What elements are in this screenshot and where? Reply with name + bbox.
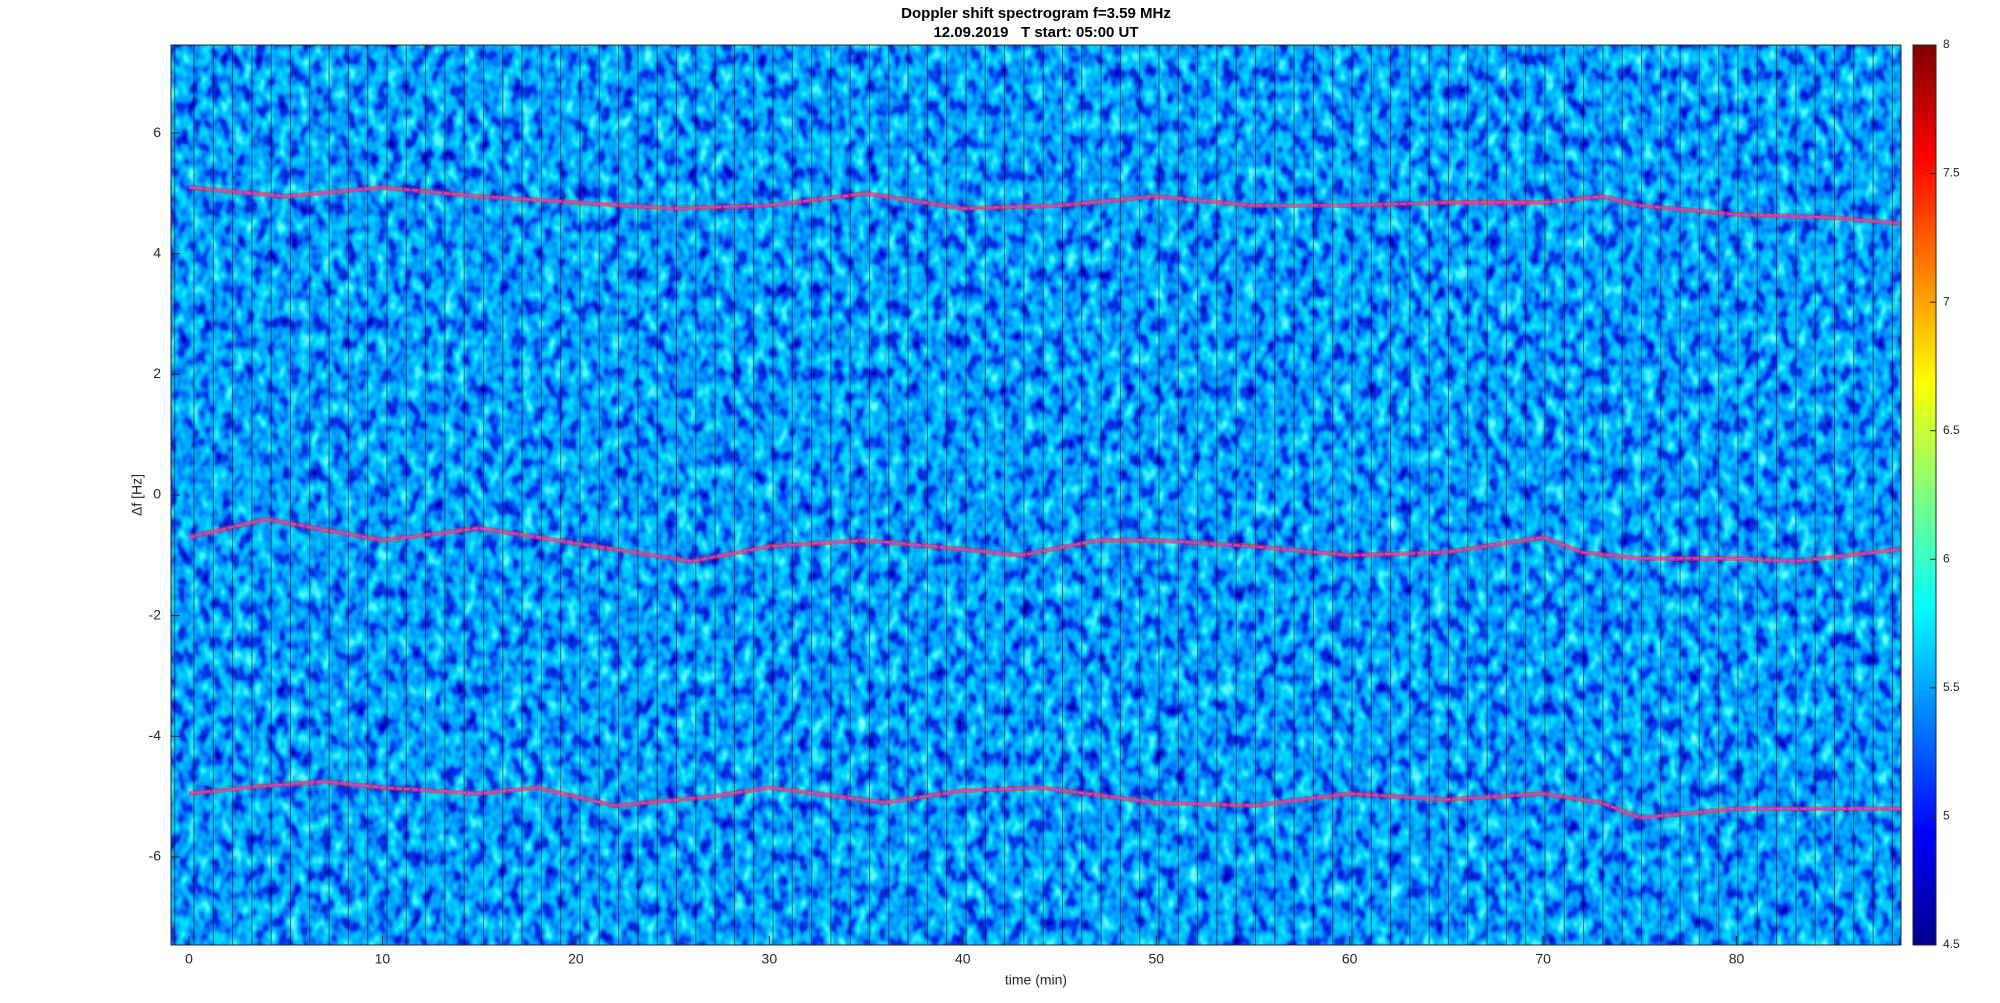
x-tick-label: 10: [375, 951, 391, 967]
x-tick-label: 30: [762, 951, 778, 967]
colorbar-tick-label: 5.5: [1943, 680, 1960, 694]
y-tick-label: 0: [153, 486, 161, 502]
y-tick-label: -4: [149, 727, 162, 743]
x-tick-label: 70: [1535, 951, 1551, 967]
y-axis-label: Δf [Hz]: [129, 474, 145, 516]
y-tick-label: -2: [149, 606, 162, 622]
x-tick-label: 20: [568, 951, 584, 967]
chart-title: Doppler shift spectrogram f=3.59 MHz: [901, 5, 1171, 22]
x-tick-label: 50: [1148, 951, 1164, 967]
colorbar-tick-label: 5: [1943, 809, 1950, 823]
colorbar-tick-label: 6.5: [1943, 423, 1960, 437]
trace: [188, 780, 1901, 819]
trace: [188, 518, 1901, 563]
x-axis-label: time (min): [1005, 972, 1067, 988]
spectrogram-stripes: [171, 45, 1901, 945]
y-tick-label: 4: [153, 244, 161, 260]
colorbar-tick-label: 8: [1943, 37, 1950, 51]
colorbar-tick-label: 4.5: [1943, 937, 1960, 951]
x-tick-label: 40: [955, 951, 971, 967]
colorbar: [1912, 44, 1937, 946]
y-tick-label: -6: [149, 848, 162, 864]
colorbar-tick-label: 7: [1943, 294, 1950, 308]
colorbar-tick-label: 7.5: [1943, 166, 1960, 180]
trace: [188, 186, 1901, 225]
plot-frame: [170, 44, 1902, 946]
x-tick-label: 60: [1342, 951, 1358, 967]
y-tick-label: 6: [153, 124, 161, 140]
y-tick-label: 2: [153, 365, 161, 381]
chart-subtitle: 12.09.2019 T start: 05:00 UT: [933, 24, 1138, 41]
colorbar-tick-label: 6: [1943, 551, 1950, 565]
x-tick-label: 80: [1729, 951, 1745, 967]
x-tick-label: 0: [185, 951, 193, 967]
